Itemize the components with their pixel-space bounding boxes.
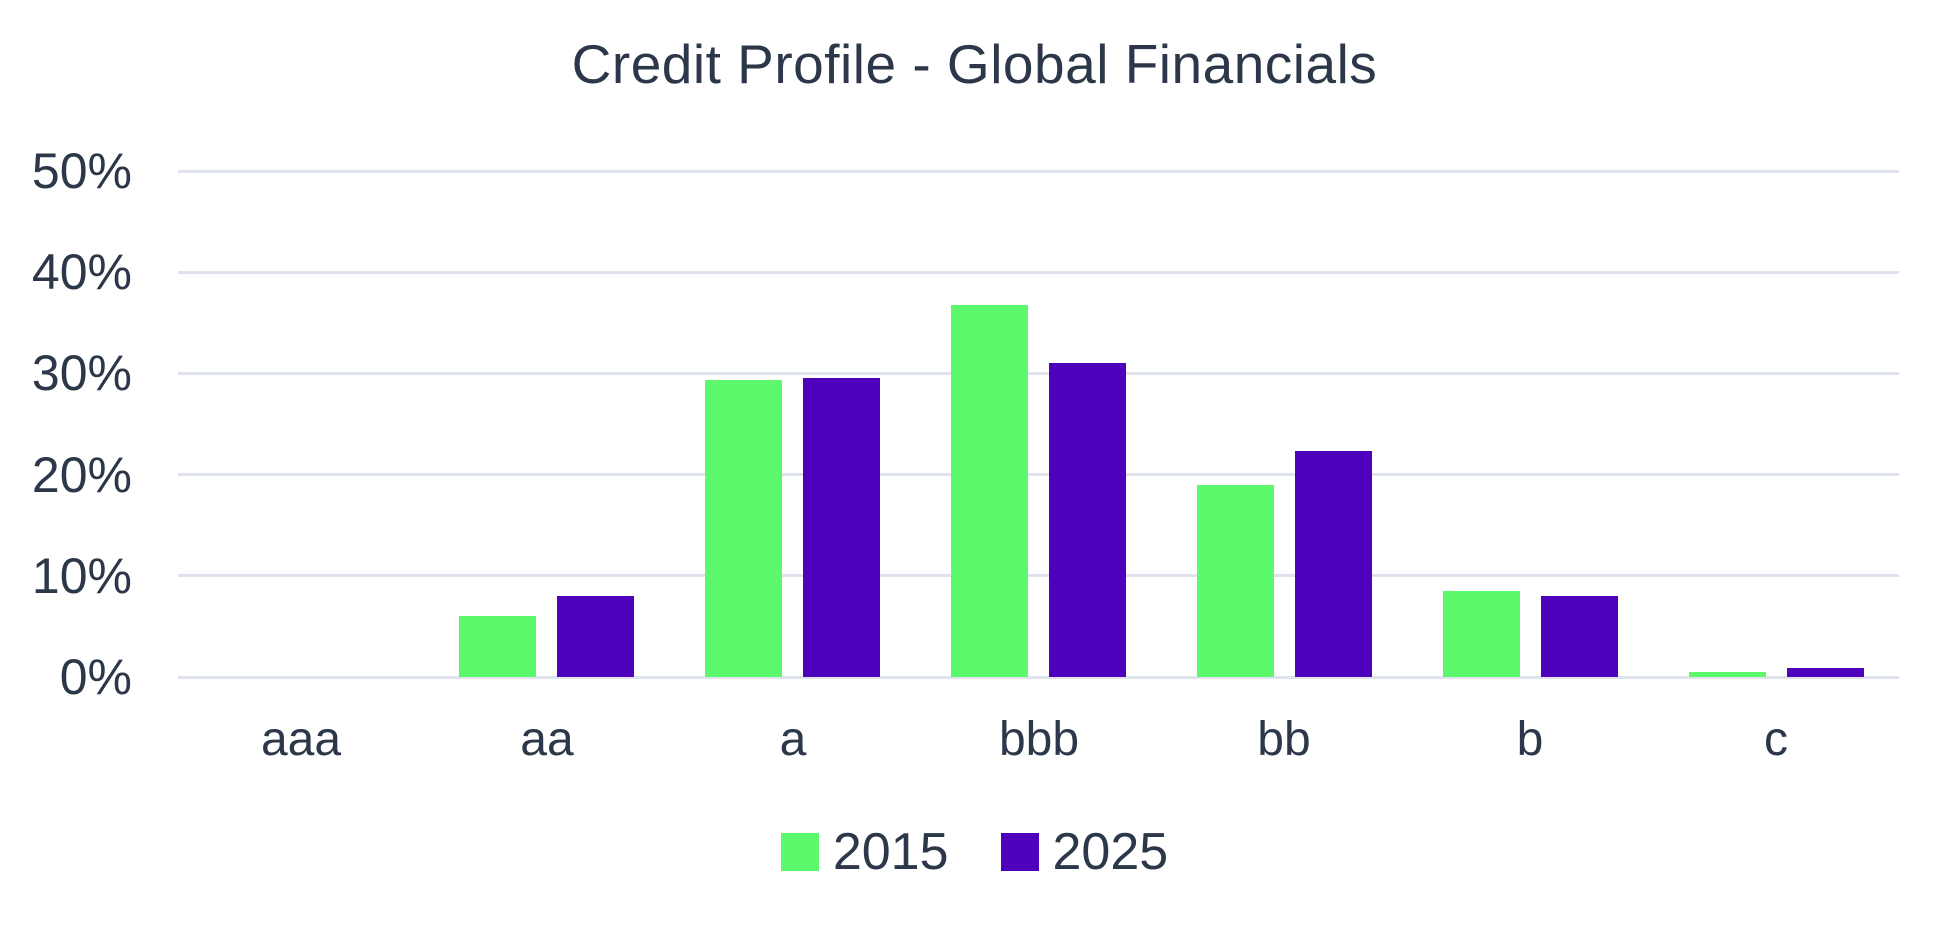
legend-item-2025: 2025: [1000, 822, 1169, 882]
bar-2015-b: [1443, 591, 1520, 677]
bar-2025-bbb: [1049, 363, 1126, 677]
y-tick-label-10: 10%: [31, 548, 132, 604]
y-tick-label-0: 0%: [59, 649, 132, 705]
bar-2015-bbb: [951, 305, 1028, 677]
bar-2025-b: [1541, 596, 1618, 677]
bar-2015-bb: [1197, 485, 1274, 677]
bar-2015-a: [705, 380, 782, 677]
gridline-50: [178, 170, 1899, 173]
gridline-30: [178, 372, 1899, 375]
x-label-aa: aa: [520, 713, 574, 766]
x-label-c: c: [1764, 713, 1788, 766]
bar-2025-c: [1787, 668, 1864, 677]
legend: 2015 2025: [0, 822, 1949, 882]
y-tick-label-50: 50%: [31, 143, 132, 199]
gridline-10: [178, 574, 1899, 577]
bar-2015-aa: [459, 616, 536, 677]
bar-2025-bb: [1295, 451, 1372, 677]
chart-title: Credit Profile - Global Financials: [571, 33, 1378, 95]
x-label-a: a: [779, 713, 807, 766]
legend-label-2015: 2015: [832, 823, 949, 881]
legend-label-2025: 2025: [1052, 823, 1169, 881]
gridline-40: [178, 271, 1899, 274]
bar-2025-a: [803, 378, 880, 677]
y-tick-label-20: 20%: [31, 447, 132, 503]
bar-2015-c: [1689, 672, 1766, 677]
bar-2025-aa: [557, 596, 634, 677]
x-label-bb: bb: [1257, 713, 1311, 766]
y-tick-label-30: 30%: [31, 345, 132, 401]
y-tick-label-40: 40%: [31, 244, 132, 300]
x-label-aaa: aaa: [260, 713, 342, 766]
gridline-0: [178, 676, 1899, 679]
legend-swatch-2025: [1000, 833, 1039, 871]
x-label-b: b: [1516, 713, 1544, 766]
x-label-bbb: bbb: [998, 713, 1080, 766]
legend-swatch-2015: [780, 833, 819, 871]
legend-item-2015: 2015: [780, 822, 949, 882]
gridline-20: [178, 473, 1899, 476]
